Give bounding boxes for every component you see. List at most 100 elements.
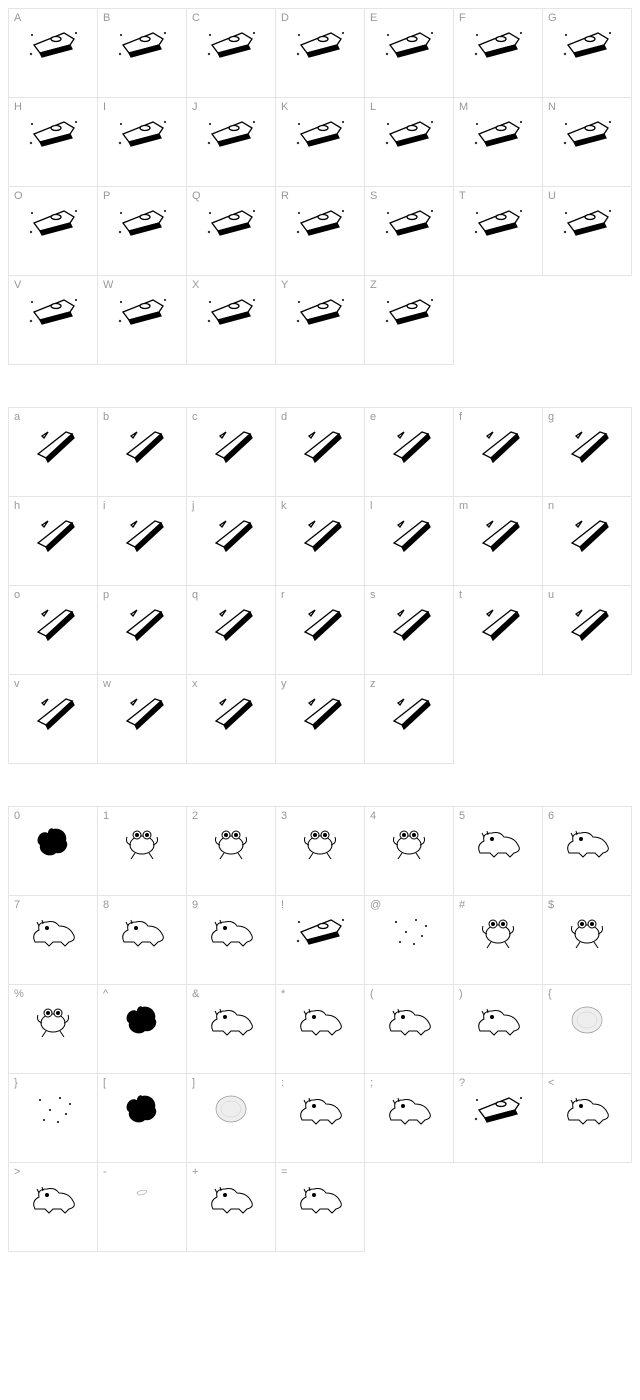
glyph-cell[interactable]: x (187, 675, 276, 764)
glyph-cell[interactable]: v (9, 675, 98, 764)
glyph-icon (276, 600, 364, 674)
glyph-icon (187, 600, 275, 674)
glyph-cell[interactable]: - (98, 1163, 187, 1252)
glyph-cell[interactable]: B (98, 9, 187, 98)
glyph-cell[interactable]: F (454, 9, 543, 98)
glyph-cell[interactable]: 5 (454, 807, 543, 896)
glyph-icon (187, 1177, 275, 1251)
glyph-cell[interactable]: Y (276, 276, 365, 365)
glyph-cell[interactable]: i (98, 497, 187, 586)
glyph-cell[interactable]: C (187, 9, 276, 98)
glyph-cell[interactable]: k (276, 497, 365, 586)
glyph-icon (276, 1177, 364, 1251)
glyph-cell[interactable]: D (276, 9, 365, 98)
glyph-cell[interactable]: m (454, 497, 543, 586)
glyph-icon (9, 910, 97, 984)
glyph-cell[interactable]: [ (98, 1074, 187, 1163)
glyph-cell[interactable]: ^ (98, 985, 187, 1074)
glyph-cell[interactable]: G (543, 9, 632, 98)
glyph-cell[interactable]: ! (276, 896, 365, 985)
glyph-cell[interactable]: { (543, 985, 632, 1074)
glyph-cell[interactable]: V (9, 276, 98, 365)
glyph-cell[interactable]: N (543, 98, 632, 187)
glyph-icon (543, 821, 631, 895)
glyph-cell[interactable]: u (543, 586, 632, 675)
glyph-cell[interactable]: E (365, 9, 454, 98)
glyph-cell[interactable]: b (98, 408, 187, 497)
glyph-cell[interactable]: a (9, 408, 98, 497)
glyph-cell[interactable]: 6 (543, 807, 632, 896)
glyph-cell[interactable]: r (276, 586, 365, 675)
glyph-cell[interactable]: g (543, 408, 632, 497)
glyph-cell[interactable]: c (187, 408, 276, 497)
glyph-cell[interactable]: 8 (98, 896, 187, 985)
glyph-icon (9, 999, 97, 1073)
glyph-cell[interactable]: Q (187, 187, 276, 276)
glyph-cell[interactable]: ) (454, 985, 543, 1074)
glyph-cell[interactable]: z (365, 675, 454, 764)
glyph-cell[interactable]: P (98, 187, 187, 276)
glyph-cell[interactable]: y (276, 675, 365, 764)
glyph-cell[interactable]: 4 (365, 807, 454, 896)
glyph-cell[interactable]: % (9, 985, 98, 1074)
glyph-cell[interactable]: f (454, 408, 543, 497)
glyph-cell[interactable]: 2 (187, 807, 276, 896)
glyph-cell[interactable]: # (454, 896, 543, 985)
glyph-cell[interactable]: 9 (187, 896, 276, 985)
glyph-cell[interactable]: K (276, 98, 365, 187)
glyph-cell[interactable]: o (9, 586, 98, 675)
glyph-cell[interactable]: 1 (98, 807, 187, 896)
glyph-cell[interactable]: } (9, 1074, 98, 1163)
glyph-cell[interactable]: t (454, 586, 543, 675)
glyph-icon (9, 422, 97, 496)
glyph-cell[interactable]: 7 (9, 896, 98, 985)
glyph-cell[interactable]: = (276, 1163, 365, 1252)
glyph-cell[interactable]: I (98, 98, 187, 187)
glyph-icon (365, 999, 453, 1073)
glyph-cell[interactable]: O (9, 187, 98, 276)
glyph-cell[interactable]: M (454, 98, 543, 187)
glyph-cell[interactable]: > (9, 1163, 98, 1252)
glyph-cell[interactable]: ] (187, 1074, 276, 1163)
glyph-cell[interactable]: H (9, 98, 98, 187)
glyph-cell[interactable]: X (187, 276, 276, 365)
glyph-icon (187, 201, 275, 275)
glyph-cell[interactable]: * (276, 985, 365, 1074)
glyph-cell[interactable]: q (187, 586, 276, 675)
glyph-cell[interactable]: 3 (276, 807, 365, 896)
glyph-cell[interactable]: $ (543, 896, 632, 985)
glyph-cell[interactable]: T (454, 187, 543, 276)
glyph-cell[interactable]: + (187, 1163, 276, 1252)
glyph-cell[interactable]: R (276, 187, 365, 276)
glyph-cell[interactable]: p (98, 586, 187, 675)
glyph-cell[interactable]: W (98, 276, 187, 365)
glyph-cell[interactable]: J (187, 98, 276, 187)
glyph-icon (365, 112, 453, 186)
glyph-icon (187, 999, 275, 1073)
glyph-cell[interactable]: U (543, 187, 632, 276)
glyph-cell[interactable]: ; (365, 1074, 454, 1163)
glyph-grid: ABCDEFG HIJKLMN OPQRSTU VWXYZ (8, 8, 632, 365)
glyph-cell[interactable]: ( (365, 985, 454, 1074)
glyph-cell[interactable]: S (365, 187, 454, 276)
glyph-cell[interactable]: w (98, 675, 187, 764)
glyph-cell[interactable]: < (543, 1074, 632, 1163)
glyph-cell[interactable]: 0 (9, 807, 98, 896)
glyph-cell[interactable]: Z (365, 276, 454, 365)
glyph-cell[interactable]: j (187, 497, 276, 586)
glyph-cell[interactable]: L (365, 98, 454, 187)
glyph-cell[interactable]: n (543, 497, 632, 586)
glyph-cell[interactable]: ? (454, 1074, 543, 1163)
glyph-icon (98, 689, 186, 763)
glyph-icon (9, 201, 97, 275)
glyph-cell[interactable]: d (276, 408, 365, 497)
glyph-icon (543, 201, 631, 275)
glyph-cell[interactable]: h (9, 497, 98, 586)
glyph-cell[interactable]: A (9, 9, 98, 98)
glyph-cell[interactable]: @ (365, 896, 454, 985)
glyph-cell[interactable]: : (276, 1074, 365, 1163)
glyph-cell[interactable]: s (365, 586, 454, 675)
glyph-cell[interactable]: & (187, 985, 276, 1074)
glyph-cell[interactable]: l (365, 497, 454, 586)
glyph-cell[interactable]: e (365, 408, 454, 497)
